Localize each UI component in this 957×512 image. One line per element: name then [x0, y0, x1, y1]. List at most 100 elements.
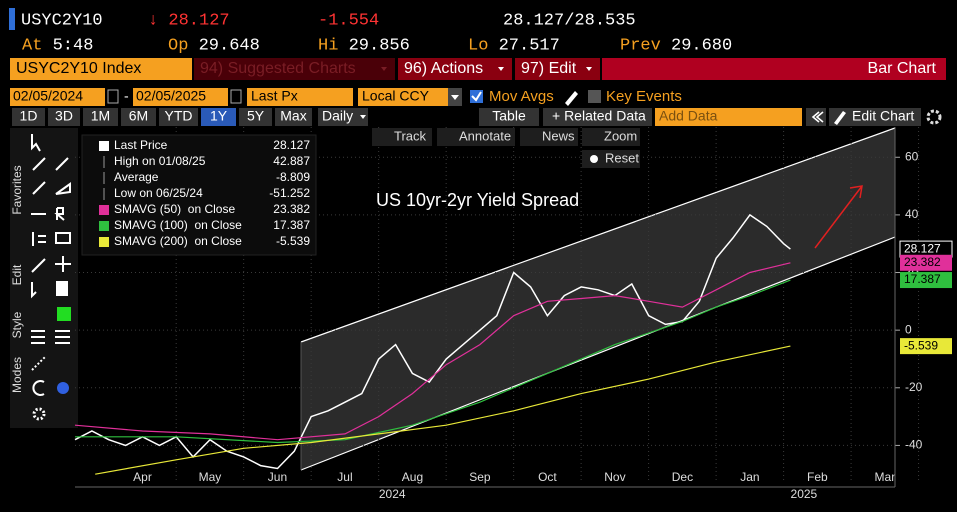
legend-label: Average: [114, 170, 159, 184]
stat-value: 27.517: [499, 36, 560, 55]
palette-tool[interactable]: [57, 382, 69, 394]
tool-settings[interactable]: [32, 407, 46, 421]
field-select[interactable]: [247, 88, 353, 106]
menu-button[interactable]: [398, 58, 512, 80]
side-panel-label[interactable]: Edit: [10, 264, 24, 285]
period-button[interactable]: [239, 108, 272, 126]
x-tick-label: Mar: [875, 470, 896, 484]
menu-button[interactable]: [515, 58, 600, 80]
end-date-text: 02/05/2025: [136, 88, 206, 104]
date-dash: -: [124, 88, 129, 104]
x-tick-label: May: [199, 470, 222, 484]
period-button[interactable]: [48, 108, 80, 126]
x-tick-label: Jun: [268, 470, 287, 484]
period-button[interactable]: [275, 108, 312, 126]
chart-tool-button[interactable]: [372, 128, 432, 146]
side-panel-label[interactable]: Favorites: [10, 165, 24, 214]
dash-tool[interactable]: [31, 356, 46, 371]
currency-select[interactable]: [358, 88, 448, 106]
year-label: 2024: [379, 487, 406, 501]
legend-label: SMAVG (100) on Close: [114, 218, 242, 232]
mode-tool[interactable]: [32, 380, 45, 396]
select-tool[interactable]: [31, 282, 37, 299]
period-text: 3D: [55, 108, 73, 124]
menu-arrow: [381, 67, 387, 71]
currency-text: Local CCY: [362, 88, 430, 104]
table-text: Table: [492, 108, 526, 124]
chart-title: US 10yr-2yr Yield Spread: [376, 190, 579, 210]
add-data-input[interactable]: [655, 108, 802, 126]
period-button[interactable]: [121, 108, 156, 126]
line-style[interactable]: [31, 330, 45, 344]
edit-chart-button[interactable]: [829, 108, 921, 126]
edit-chart-text: Edit Chart: [852, 108, 914, 124]
end-date[interactable]: [133, 88, 228, 106]
start-date[interactable]: [10, 88, 105, 106]
ray-tool[interactable]: [55, 157, 69, 171]
reset-button[interactable]: [582, 150, 640, 168]
key-events-label: Key Events: [606, 88, 682, 105]
chart-tool-button[interactable]: [520, 128, 578, 146]
x-tick-label: Nov: [604, 470, 625, 484]
mov-avgs-label: Mov Avgs: [489, 88, 554, 105]
table-button[interactable]: [479, 108, 539, 126]
menu-button[interactable]: [194, 58, 395, 80]
chart-tool-text: Zoom: [604, 128, 637, 143]
key-events-checkbox[interactable]: [588, 90, 601, 103]
moving-average: [74, 262, 791, 441]
legend-swatch: [99, 237, 109, 247]
chart-tool-text: Annotate: [459, 128, 511, 143]
stat-value: 29.856: [349, 36, 410, 55]
add-data-placeholder: Add Data: [659, 108, 718, 124]
last-price: ↓ 28.127: [148, 11, 230, 30]
channel-tool[interactable]: [55, 182, 71, 195]
related-data-text: + Related Data: [552, 108, 646, 124]
period-button[interactable]: [159, 108, 198, 126]
line-tool[interactable]: [32, 157, 46, 171]
dropdown-arrow: [451, 95, 459, 100]
legend-value: -51.252: [269, 186, 310, 200]
side-panel-label[interactable]: Style: [10, 311, 24, 338]
settings-gear[interactable]: [926, 109, 942, 125]
last-value-box: [900, 338, 952, 355]
delete-tool[interactable]: [56, 281, 68, 296]
move-tool[interactable]: [55, 256, 71, 272]
menu-text: 94) Suggested Charts: [200, 60, 356, 77]
calendar-icon[interactable]: [230, 89, 242, 104]
related-data-button[interactable]: [543, 108, 652, 126]
pointer-tool[interactable]: [31, 134, 41, 152]
line-width[interactable]: [55, 330, 70, 344]
calendar-icon[interactable]: [107, 89, 119, 104]
period-text: 1D: [20, 108, 38, 124]
check: [471, 91, 482, 102]
pencil-icon[interactable]: [565, 91, 578, 106]
y-tick-label: -20: [905, 380, 923, 394]
chart-type: Bar Chart: [868, 60, 937, 77]
security-field[interactable]: [10, 58, 192, 80]
stat-value: 29.680: [671, 36, 732, 55]
color-swatch[interactable]: [57, 307, 71, 321]
period-button[interactable]: [201, 108, 236, 126]
frequency-select[interactable]: [318, 108, 368, 126]
period-button[interactable]: [12, 108, 45, 126]
text-tool[interactable]: [54, 207, 65, 221]
y-tick-label: 60: [905, 149, 919, 163]
stat-value: 29.648: [199, 36, 260, 55]
legend-swatch: [99, 205, 109, 215]
fib-tool[interactable]: [32, 232, 46, 246]
menu-arrow: [498, 67, 504, 71]
period-button[interactable]: [83, 108, 118, 126]
rect-tool[interactable]: [55, 232, 71, 244]
chart-tool-button[interactable]: [582, 128, 640, 146]
trend-tool[interactable]: [32, 181, 46, 195]
legend-value: 28.127: [273, 138, 310, 152]
last-value-label: 23.382: [904, 255, 941, 269]
tool-icons: [31, 134, 71, 396]
side-panel-label[interactable]: Modes: [10, 357, 24, 393]
period-text: 1M: [91, 108, 110, 124]
brush-tool[interactable]: [31, 258, 46, 273]
chart-tool-button[interactable]: [437, 128, 515, 146]
chart-type-bar: [602, 58, 946, 80]
stat-value: 5:48: [53, 36, 94, 55]
last-value-label: 17.387: [904, 272, 941, 286]
